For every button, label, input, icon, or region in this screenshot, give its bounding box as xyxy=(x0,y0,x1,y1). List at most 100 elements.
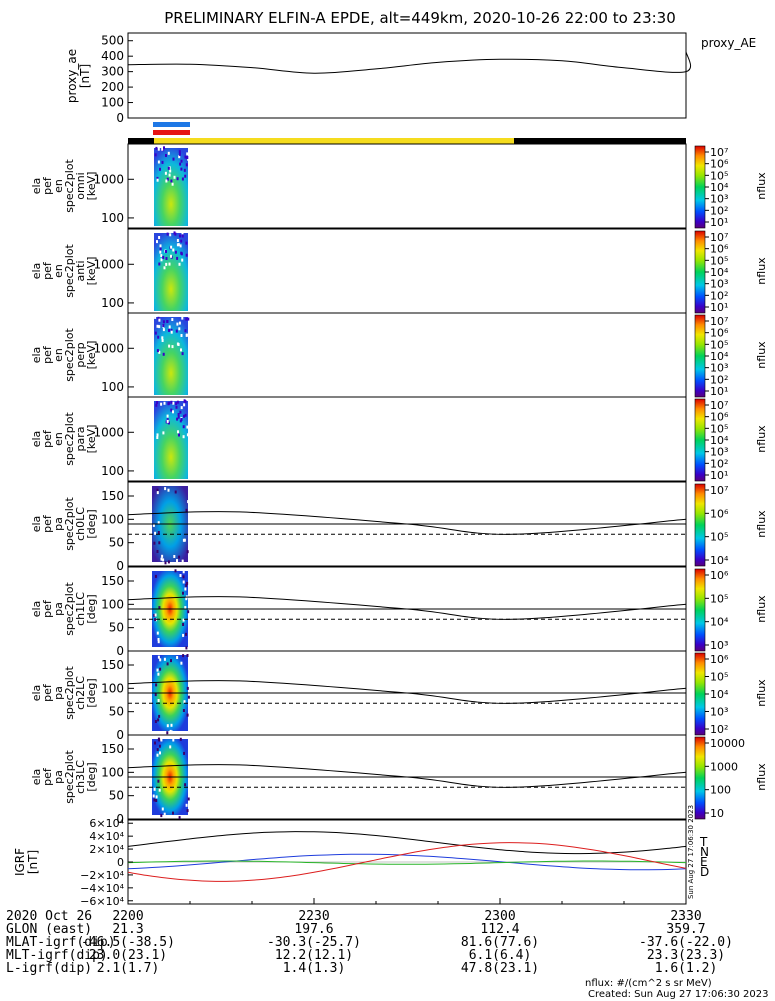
colorbar-unit: nflux xyxy=(755,763,768,791)
panel-ylabel-line: [deg] xyxy=(85,678,98,707)
pa-speckle xyxy=(157,638,160,641)
spec-speckle xyxy=(162,328,165,332)
pa-speckle xyxy=(155,683,158,687)
pa-speckle xyxy=(182,709,185,712)
panel-ylabel-line: pa xyxy=(52,517,65,531)
spec-speckle xyxy=(177,430,179,434)
panel-ylabel-line: spec2plot xyxy=(63,159,76,213)
pa-speckle xyxy=(184,606,187,610)
igrf-T-line xyxy=(127,831,687,855)
colorbar-tick-label: 10⁷ xyxy=(710,399,728,412)
pa-speckle xyxy=(156,748,159,752)
panel-frame-ae xyxy=(127,32,687,119)
pa-speckle xyxy=(156,753,159,757)
spec-speckle xyxy=(166,320,169,323)
pa-speckle xyxy=(174,569,177,573)
spec-speckle xyxy=(171,318,174,321)
spec-speckle xyxy=(172,401,175,405)
spec-speckle xyxy=(170,245,173,249)
spec-speckle xyxy=(166,418,169,422)
spec-speckle xyxy=(168,173,171,177)
panel-ylabel-line: spec2plot xyxy=(63,328,76,382)
ephem-cell: -46.5(-38.5) xyxy=(81,935,175,950)
ephem-cell: 21.3 xyxy=(112,922,144,937)
panel-ylabel-line: pef xyxy=(41,683,54,702)
pa-speckle xyxy=(176,656,179,659)
pa-speckle xyxy=(160,737,163,741)
colorbar xyxy=(694,314,706,398)
pa-ytick-label: 100 xyxy=(101,512,124,526)
igrf-side-stamp: Sun Aug 27 17:06:30 2023 xyxy=(687,805,695,899)
pa-speckle xyxy=(186,809,189,813)
spec-speckle xyxy=(155,146,158,150)
panel-spec_omni: 1000100elapefenspec2plotomni[keV]10⁷10⁶1… xyxy=(30,143,768,229)
igrf-ytick-label: 6×10⁴ xyxy=(89,817,124,830)
spec-speckle xyxy=(165,250,167,253)
spec-speckle xyxy=(179,244,182,248)
ephem-row-label: MLT-igrf(dip) xyxy=(6,948,108,963)
spec-speckle xyxy=(166,414,169,418)
spec-speckle xyxy=(178,152,181,156)
pa-speckle xyxy=(181,559,184,563)
spec-blob xyxy=(154,233,188,311)
panel-ylabel-line: [keV] xyxy=(85,257,98,286)
pa-ytick-label: 50 xyxy=(109,621,124,635)
spec-speckle xyxy=(183,403,186,407)
pa-ytick-label: 100 xyxy=(101,681,124,695)
ephem-cell: 81.6(77.6) xyxy=(460,935,540,950)
spec-speckle xyxy=(176,417,179,421)
ephem-cell: 197.6 xyxy=(294,922,334,937)
pa-speckle xyxy=(182,570,185,574)
panel-frame xyxy=(127,228,687,314)
panel-spec_para: 1000100elapefenspec2plotpara[keV]10⁷10⁶1… xyxy=(30,396,768,482)
panel-spec_anti: 1000100elapefenspec2plotanti[keV]10⁷10⁶1… xyxy=(30,228,768,314)
pa-speckle xyxy=(162,562,165,566)
pa-speckle xyxy=(157,655,160,659)
pa-speckle xyxy=(164,487,167,491)
pa-speckle xyxy=(182,623,185,626)
spec-speckle xyxy=(176,243,179,247)
ae-line xyxy=(127,51,692,74)
spec-speckle xyxy=(180,239,183,243)
spec-speckle xyxy=(160,402,163,406)
colorbar-tick-label: 10³ xyxy=(710,193,728,206)
ae-ytick-label: 300 xyxy=(101,65,124,79)
pa-speckle xyxy=(153,798,156,802)
ylabel-igrf-1: [nT] xyxy=(26,850,40,874)
panel-ylabel-line: [deg] xyxy=(85,762,98,791)
colorbar-tick-label: 1000 xyxy=(710,760,738,773)
spec-speckle xyxy=(156,178,159,182)
pa-speckle xyxy=(166,662,169,666)
panel-ylabel-line: spec2plot xyxy=(63,582,76,636)
colorbar-unit: nflux xyxy=(755,510,768,538)
ephem-cell: 2200 xyxy=(112,909,144,924)
spec-speckle xyxy=(156,401,159,404)
spec-speckle xyxy=(166,177,169,181)
pa-ytick-label: 150 xyxy=(101,742,124,756)
ephem-cell: -37.6(-22.0) xyxy=(639,935,733,950)
spec-speckle xyxy=(157,160,160,164)
spec-speckle xyxy=(168,328,170,332)
pa-speckle xyxy=(152,794,155,798)
pa-speckle xyxy=(180,661,183,665)
ylabel-ae-1: [nT] xyxy=(78,64,92,88)
spec-speckle xyxy=(167,421,170,425)
spec-speckle xyxy=(169,169,172,173)
pa-speckle xyxy=(161,807,164,811)
spec-speckle xyxy=(154,153,157,157)
spec-speckle xyxy=(158,262,161,266)
pa-speckle xyxy=(186,713,189,717)
pa-loss-cone-curve xyxy=(127,511,687,535)
spec-speckle xyxy=(186,156,189,159)
pa-speckle xyxy=(182,618,185,622)
panel-ylabel-line: pef xyxy=(41,261,54,280)
created-stamp: Created: Sun Aug 27 17:06:30 2023 xyxy=(588,989,769,1000)
spec-speckle xyxy=(170,400,173,404)
ephem-cell: 2230 xyxy=(298,909,330,924)
colorbar-unit: nflux xyxy=(755,679,768,707)
colorbar-tick-label: 10¹ xyxy=(710,469,728,482)
spec-speckle xyxy=(185,241,188,245)
spec-speckle xyxy=(158,236,161,239)
spec-speckle xyxy=(162,324,165,327)
legend-proxy-ae: proxy_AE xyxy=(701,36,756,50)
